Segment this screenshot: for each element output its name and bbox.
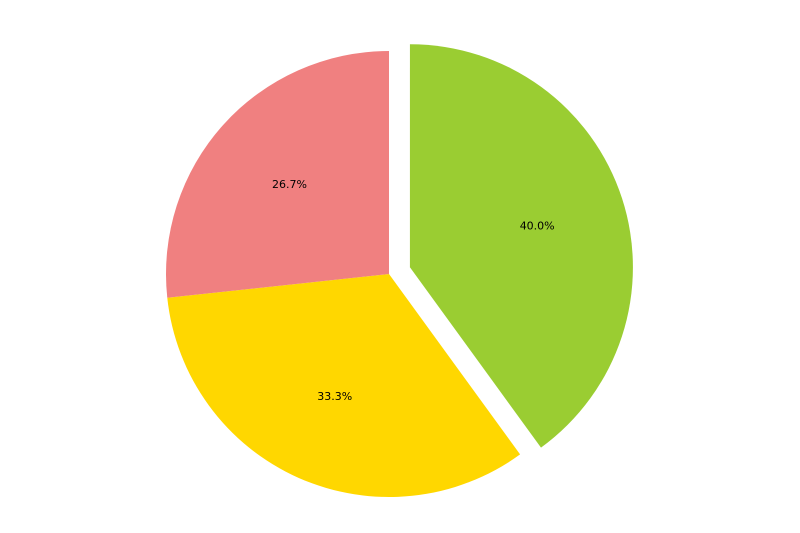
pie-slice-2 [167, 274, 521, 497]
pie-slice-1 [409, 44, 633, 448]
pie-slice-label-2: 33.3% [317, 390, 352, 403]
pie-slice-label-1: 40.0% [520, 219, 555, 232]
pie-slice-3 [165, 51, 389, 298]
pie-slice-label-3: 26.7% [272, 178, 307, 191]
